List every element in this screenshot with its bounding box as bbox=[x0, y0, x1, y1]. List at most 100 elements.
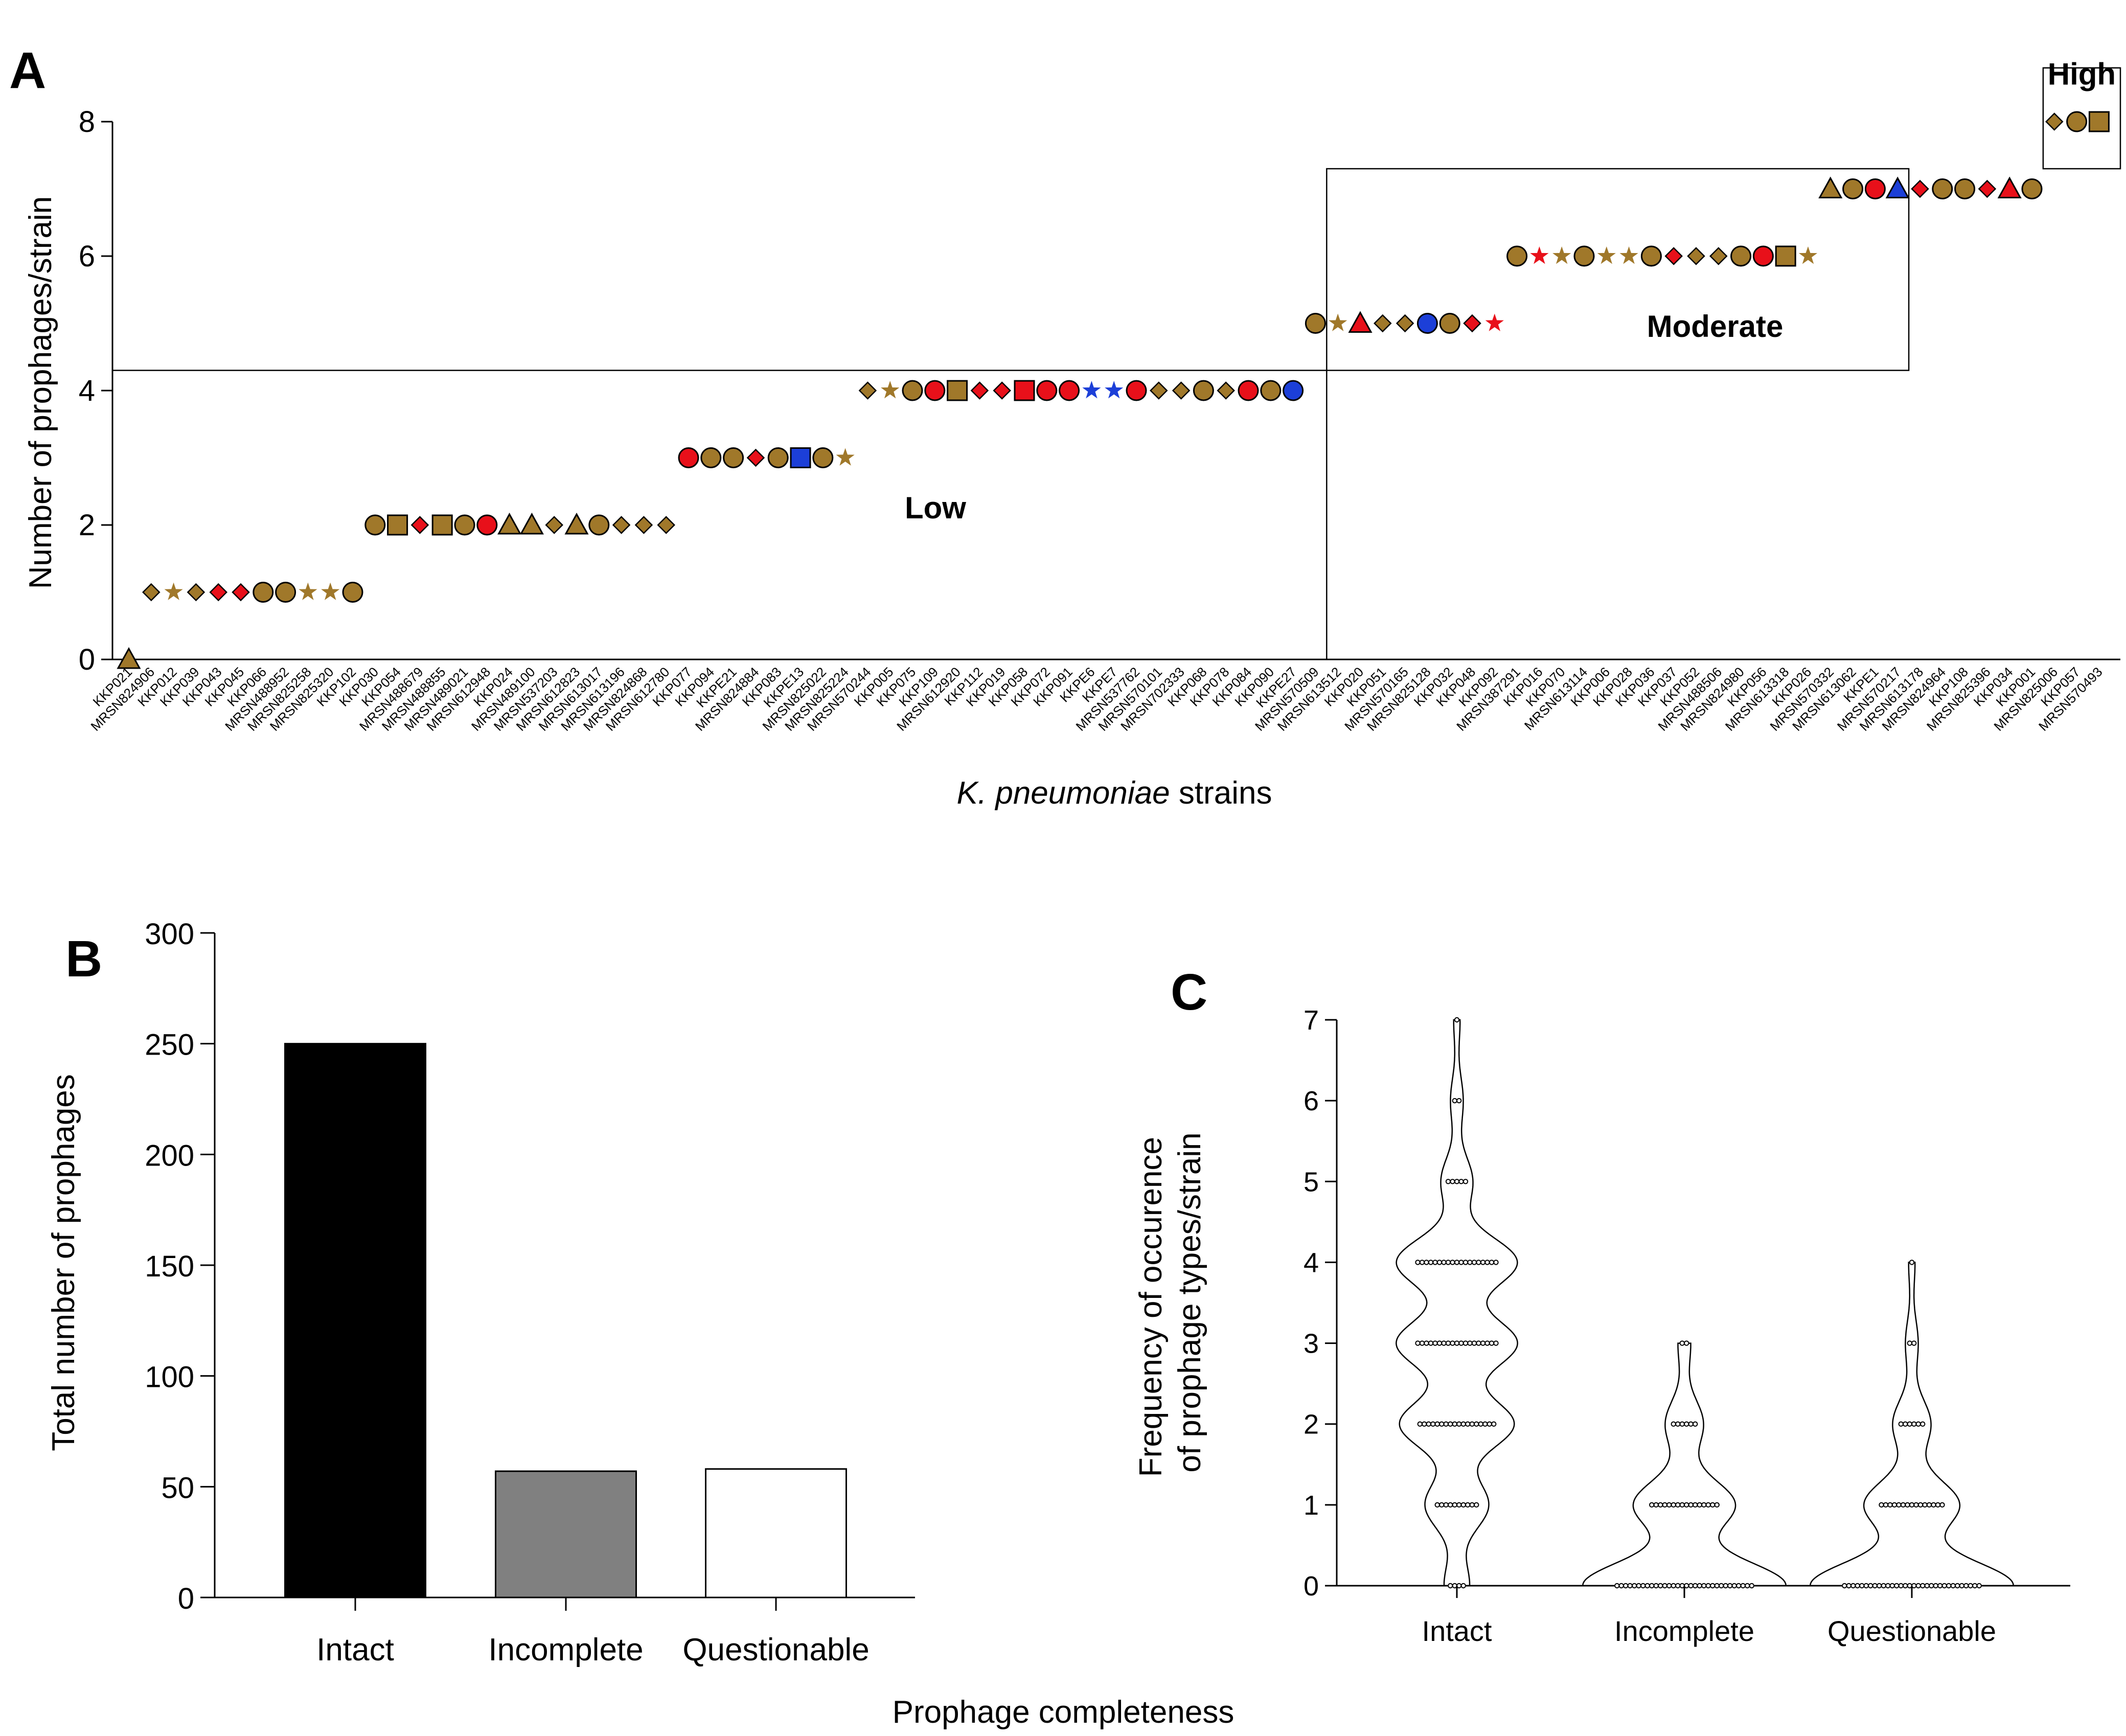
b-y-tick-label: 0 bbox=[178, 1582, 194, 1615]
a-point-diamond bbox=[1172, 381, 1191, 400]
c-data-dot bbox=[1872, 1583, 1878, 1589]
a-point-diamond bbox=[858, 381, 877, 400]
a-point-diamond bbox=[993, 381, 1011, 400]
c-y-tick-label: 0 bbox=[1304, 1571, 1319, 1602]
c-data-dot bbox=[1476, 1260, 1481, 1265]
c-data-dot bbox=[1450, 1179, 1455, 1184]
c-data-dot bbox=[1955, 1583, 1960, 1589]
a-point-star bbox=[1619, 246, 1638, 264]
c-data-dot bbox=[1931, 1502, 1936, 1508]
c-data-dot bbox=[1636, 1583, 1641, 1589]
a-point-diamond bbox=[1374, 314, 1392, 333]
b-bar bbox=[705, 1468, 847, 1598]
a-point-diamond bbox=[746, 448, 765, 467]
a-point-star bbox=[1485, 313, 1504, 331]
c-data-dot bbox=[1443, 1421, 1449, 1427]
c-data-dot bbox=[1727, 1583, 1733, 1589]
c-data-dot bbox=[1476, 1340, 1481, 1346]
c-data-dot bbox=[1493, 1260, 1499, 1265]
a-point-circle bbox=[588, 514, 610, 536]
c-data-dot bbox=[1671, 1583, 1676, 1589]
c-data-dot bbox=[1434, 1502, 1440, 1508]
a-y-tick-label: 0 bbox=[79, 643, 95, 676]
a-region-box bbox=[1326, 168, 1910, 371]
c-data-dot bbox=[1478, 1421, 1483, 1427]
a-point-square bbox=[1775, 245, 1796, 267]
c-data-dot bbox=[1445, 1340, 1451, 1346]
c-data-dot bbox=[1749, 1583, 1754, 1589]
a-point-circle bbox=[1059, 380, 1080, 401]
a-point-square bbox=[1014, 380, 1035, 401]
c-data-dot bbox=[1658, 1502, 1663, 1508]
a-point-diamond bbox=[545, 516, 563, 534]
c-data-dot bbox=[1905, 1502, 1910, 1508]
c-data-dot bbox=[1924, 1583, 1930, 1589]
c-data-dot bbox=[1653, 1583, 1659, 1589]
b-y-tick-label: 250 bbox=[145, 1029, 194, 1062]
a-x-axis-title-species: K. pneumoniae bbox=[957, 775, 1170, 811]
c-data-dot bbox=[1632, 1583, 1637, 1589]
a-point-diamond bbox=[232, 583, 250, 602]
a-point-diamond bbox=[634, 516, 653, 534]
c-data-dot bbox=[1740, 1583, 1746, 1589]
a-point-circle bbox=[678, 447, 699, 468]
a-point-circle bbox=[1305, 313, 1326, 334]
a-point-triangle bbox=[1885, 176, 1910, 198]
c-data-dot bbox=[1460, 1502, 1466, 1508]
c-data-dot bbox=[1454, 1179, 1460, 1184]
c-data-dot bbox=[1448, 1583, 1453, 1589]
a-y-ticks: 0 2 4 6 8 bbox=[79, 105, 112, 676]
a-point-circle bbox=[902, 380, 923, 401]
c-data-dot bbox=[1705, 1583, 1711, 1589]
c-data-dot bbox=[1452, 1421, 1457, 1427]
a-point-star bbox=[299, 582, 317, 600]
c-data-dot bbox=[1688, 1421, 1694, 1427]
c-data-dot bbox=[1480, 1340, 1486, 1346]
c-data-dot bbox=[1972, 1583, 1978, 1589]
c-data-dot bbox=[1623, 1583, 1629, 1589]
a-point-star bbox=[1082, 381, 1101, 399]
c-data-dot bbox=[1714, 1583, 1720, 1589]
a-point-diamond bbox=[209, 583, 227, 602]
a-x-axis-title: K. pneumoniae strains bbox=[957, 775, 1272, 811]
c-violins bbox=[1396, 1017, 2015, 1598]
c-data-dot bbox=[1662, 1502, 1667, 1508]
a-point-circle bbox=[364, 514, 386, 536]
c-data-dot bbox=[1439, 1502, 1445, 1508]
c-data-dot bbox=[1675, 1421, 1681, 1427]
c-data-dot bbox=[1458, 1340, 1464, 1346]
a-point-circle bbox=[1640, 245, 1662, 267]
a-point-circle bbox=[476, 514, 498, 536]
a-point-star bbox=[321, 582, 340, 600]
c-data-dot bbox=[1868, 1583, 1873, 1589]
c-data-dot bbox=[1929, 1583, 1934, 1589]
c-data-dot bbox=[1976, 1583, 1982, 1589]
c-data-dot bbox=[1693, 1421, 1698, 1427]
c-data-dot bbox=[1671, 1502, 1676, 1508]
c-data-dot bbox=[1489, 1260, 1495, 1265]
c-data-dot bbox=[1850, 1583, 1856, 1589]
c-data-dot bbox=[1935, 1502, 1941, 1508]
a-point-triangle bbox=[564, 512, 589, 535]
c-data-dot bbox=[1675, 1502, 1681, 1508]
c-data-dot bbox=[1697, 1502, 1702, 1508]
c-y-tick-label: 6 bbox=[1304, 1086, 1319, 1116]
c-data-dot bbox=[1671, 1421, 1676, 1427]
c-data-dot bbox=[1877, 1583, 1882, 1589]
c-data-dot bbox=[1424, 1260, 1429, 1265]
b-y-tick-label: 150 bbox=[145, 1250, 194, 1283]
a-point-circle bbox=[1036, 380, 1058, 401]
a-point-square bbox=[790, 447, 811, 468]
a-point-diamond bbox=[142, 583, 161, 602]
c-data-dot bbox=[1493, 1340, 1499, 1346]
c-data-dot bbox=[1879, 1502, 1884, 1508]
c-data-dot bbox=[1917, 1502, 1924, 1508]
a-point-diamond bbox=[187, 583, 205, 602]
b-category-label: Questionable bbox=[682, 1632, 869, 1668]
c-data-dot bbox=[1445, 1179, 1451, 1184]
c-data-dot bbox=[1736, 1583, 1742, 1589]
c-data-dot bbox=[1658, 1583, 1663, 1589]
c-data-dot bbox=[1491, 1421, 1497, 1427]
c-data-dot bbox=[1441, 1340, 1447, 1346]
c-data-dot bbox=[1434, 1421, 1440, 1427]
